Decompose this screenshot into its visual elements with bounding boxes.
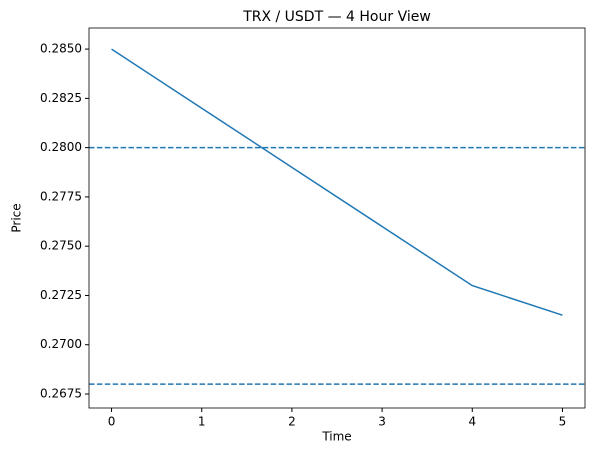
x-tick-label: 1 (198, 415, 206, 429)
x-tick-label: 0 (108, 415, 116, 429)
x-tick-label: 5 (559, 415, 567, 429)
x-tick-label: 2 (288, 415, 296, 429)
y-tick-label: 0.2675 (40, 387, 82, 401)
y-tick-label: 0.2800 (40, 140, 82, 154)
plot-frame (88, 27, 586, 409)
y-tick-label: 0.2750 (40, 239, 82, 253)
series-line (111, 48, 563, 316)
y-tick-label: 0.2850 (40, 42, 82, 56)
y-tick-label: 0.2775 (40, 189, 82, 203)
x-tick-label: 3 (378, 415, 386, 429)
y-tick-label: 0.2825 (40, 91, 82, 105)
y-axis-title: Price (10, 203, 24, 232)
y-tick-label: 0.2725 (40, 288, 82, 302)
x-tick-label: 4 (468, 415, 476, 429)
x-axis-title: Time (321, 430, 351, 444)
y-tick-label: 0.2700 (40, 337, 82, 351)
chart-title: TRX / USDT — 4 Hour View (242, 9, 431, 25)
